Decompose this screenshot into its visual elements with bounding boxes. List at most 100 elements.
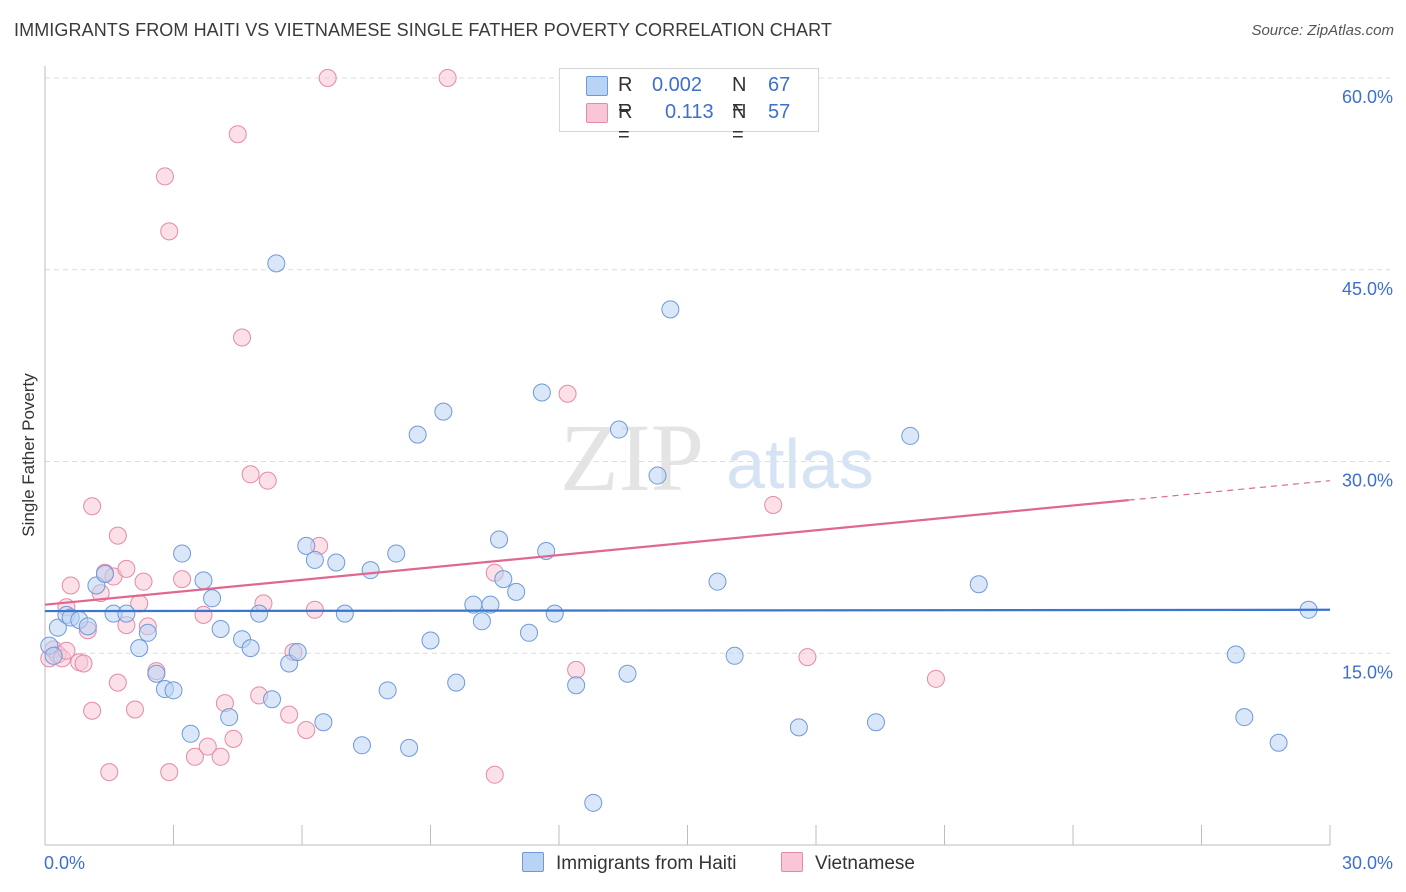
legend-n-value: 67 xyxy=(768,74,791,96)
y-tick-label: 15.0% xyxy=(1342,662,1393,682)
haiti-point xyxy=(584,793,603,812)
vietnamese-point xyxy=(438,69,457,87)
haiti-point xyxy=(44,646,63,665)
vietnamese-point xyxy=(155,167,174,186)
trend-lines xyxy=(44,480,1331,613)
legend-n-label: N = xyxy=(732,101,747,146)
vietnamese-point xyxy=(134,572,153,591)
haiti-point xyxy=(297,536,316,555)
haiti-point xyxy=(472,612,491,631)
legend-r-value: 0.002 xyxy=(652,74,703,96)
haiti-point xyxy=(387,544,406,563)
haiti-point xyxy=(194,571,213,590)
x-tick-label: 0.0% xyxy=(44,853,85,873)
haiti-point xyxy=(969,575,988,594)
vietnamese-point xyxy=(100,763,119,782)
haiti-point xyxy=(618,664,637,683)
legend-r-value: 0.113 xyxy=(665,101,714,123)
haiti-trend-line xyxy=(44,608,1331,613)
vietnamese-point xyxy=(194,605,213,624)
haiti-point xyxy=(361,561,380,580)
vietnamese-point xyxy=(258,471,277,490)
vietnamese-point xyxy=(198,737,217,756)
haiti-point xyxy=(95,564,114,583)
vietnamese-point xyxy=(485,765,504,784)
haiti-point xyxy=(138,623,157,642)
vietnamese-point xyxy=(280,705,299,724)
legend-item-haiti: Immigrants from Haiti xyxy=(522,852,737,875)
haiti-point xyxy=(725,646,744,665)
haiti-points xyxy=(40,254,1318,812)
haiti-point xyxy=(494,570,513,589)
y-tick-label: 60.0% xyxy=(1342,87,1393,107)
vietnamese-point xyxy=(83,497,102,516)
chart-title: IMMIGRANTS FROM HAITI VS VIETNAMESE SING… xyxy=(14,20,832,40)
y-tick-label: 45.0% xyxy=(1342,279,1393,299)
legend-n-value: 57 xyxy=(768,101,791,123)
haiti-point xyxy=(378,681,397,700)
haiti-point xyxy=(481,595,500,614)
haiti-point xyxy=(866,713,885,732)
haiti-point xyxy=(447,673,466,692)
vietnamese-point xyxy=(926,669,945,688)
axes xyxy=(44,66,1331,846)
vietnamese-point xyxy=(558,384,577,403)
haiti-point xyxy=(130,639,149,658)
vietnamese-point xyxy=(297,720,316,739)
haiti-point xyxy=(789,718,808,737)
haiti-point xyxy=(434,402,453,421)
legend-swatch-vietnamese xyxy=(586,103,608,123)
grid-lines xyxy=(45,77,1390,654)
legend-swatch-haiti xyxy=(586,76,608,96)
correlation-legend: R = 0.002 N = 67 R = 0.113 N = 57 xyxy=(559,68,819,146)
haiti-point xyxy=(352,736,371,755)
haiti-point xyxy=(263,690,282,709)
vietnamese-point xyxy=(764,495,783,514)
haiti-point xyxy=(335,604,354,623)
y-tick-label: 30.0% xyxy=(1342,471,1393,491)
legend-r-label: R = xyxy=(618,101,633,146)
haiti-point xyxy=(164,681,183,700)
haiti-point xyxy=(609,420,628,439)
vietnamese-point xyxy=(74,654,93,673)
vietnamese-point xyxy=(160,763,179,782)
haiti-point xyxy=(305,550,324,569)
haiti-point xyxy=(314,713,333,732)
haiti-point xyxy=(220,708,239,727)
vietnamese-points xyxy=(40,69,945,784)
haiti-point xyxy=(203,589,222,608)
vietnamese-point xyxy=(233,328,252,347)
haiti-point xyxy=(567,676,586,695)
vietnamese-point xyxy=(173,570,192,589)
legend-swatch-haiti xyxy=(522,852,544,872)
haiti-point xyxy=(532,383,551,402)
tick-labels: 15.0% 30.0% 45.0% 60.0% 0.0% 30.0% xyxy=(44,87,1393,873)
source-label: Source: ZipAtlas.com xyxy=(1251,22,1394,39)
haiti-point xyxy=(520,623,539,642)
vietnamese-point xyxy=(117,559,136,578)
haiti-point xyxy=(708,572,727,591)
haiti-point xyxy=(78,617,97,636)
haiti-point xyxy=(400,738,419,757)
haiti-point xyxy=(408,425,427,444)
haiti-point xyxy=(327,553,346,572)
vietnamese-point xyxy=(567,660,586,679)
haiti-point xyxy=(901,426,920,445)
vietnamese-point xyxy=(798,648,817,667)
legend-item-vietnamese: Vietnamese xyxy=(781,852,915,875)
y-axis-label: Single Father Poverty xyxy=(19,373,38,537)
haiti-point xyxy=(1235,708,1254,727)
haiti-point xyxy=(288,642,307,661)
legend-swatch-vietnamese xyxy=(781,852,803,872)
vietnamese-point xyxy=(318,69,337,87)
vietnamese-point xyxy=(108,673,127,692)
vietnamese-point xyxy=(83,701,102,720)
haiti-point xyxy=(267,254,286,273)
x-tick-label: 30.0% xyxy=(1342,853,1393,873)
haiti-point xyxy=(173,544,192,563)
watermark-atlas: atlas xyxy=(726,425,874,503)
haiti-point xyxy=(1269,733,1288,752)
vietnamese-point xyxy=(211,747,230,766)
vietnamese-point xyxy=(108,526,127,545)
